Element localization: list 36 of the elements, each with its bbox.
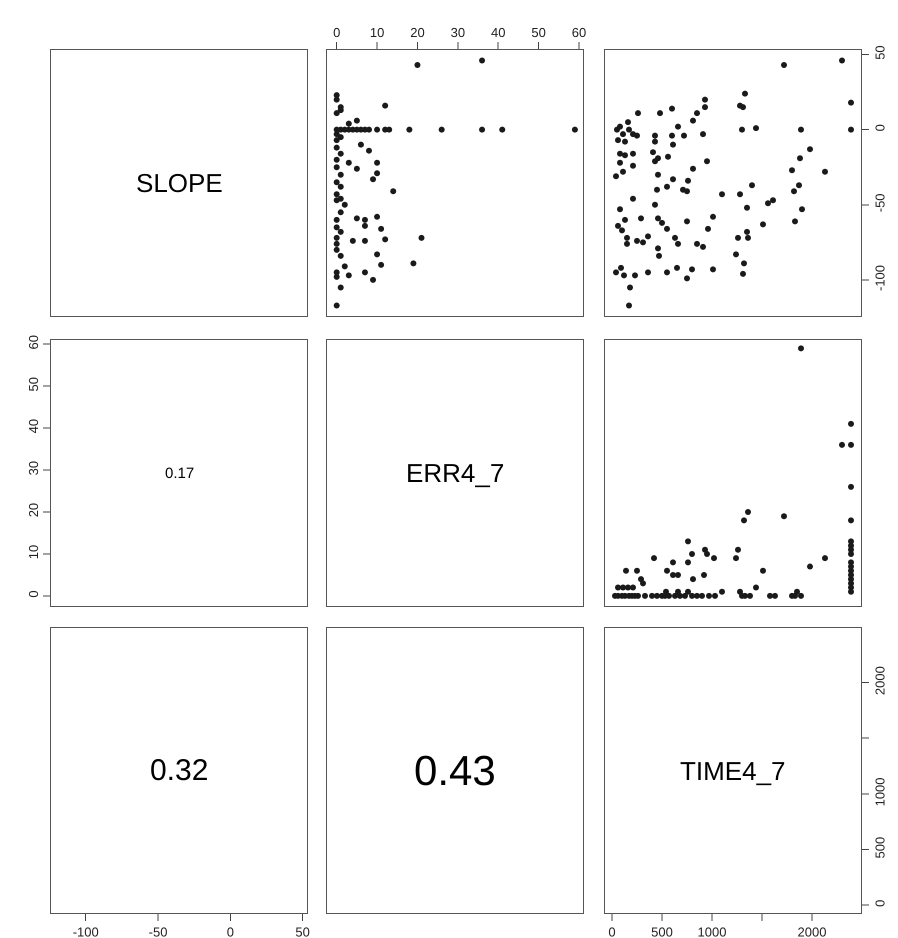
y2-tick-label: 2000 — [872, 666, 888, 696]
y-tick-label: 10 — [26, 544, 41, 560]
y2-tick-label: 50 — [872, 45, 888, 60]
y-tick-label: 0 — [26, 590, 41, 598]
y2-tick-label: 0 — [872, 124, 888, 132]
x-tick-label: 40 — [490, 24, 506, 40]
x-tick-label: 0 — [608, 924, 616, 938]
text: ERR4_7 — [406, 458, 504, 488]
x-tick-label: 50 — [531, 24, 546, 40]
y-tick-label: 20 — [26, 502, 41, 518]
x-tick-label: 2000 — [798, 924, 826, 938]
annotation: 0.32 — [150, 754, 208, 787]
y-tick-label: 30 — [26, 460, 41, 476]
text: 0.43 — [414, 747, 496, 794]
annotation: TIME4_7 — [680, 756, 786, 786]
y-tick-label: 50 — [26, 376, 41, 392]
y2-tick-label: -100 — [872, 264, 888, 291]
x-tick-label: 60 — [572, 24, 586, 40]
y2-tick-label: -50 — [872, 193, 888, 212]
x-tick-label: 1000 — [698, 924, 726, 938]
x-tick-label: 20 — [410, 24, 425, 40]
annotation: 0.17 — [165, 465, 194, 482]
y2-tick-label: 1000 — [872, 777, 888, 806]
y-tick-label: 60 — [26, 335, 41, 350]
y2-tick-label: 500 — [872, 836, 888, 858]
x-tick-label: 500 — [651, 924, 673, 938]
x-tick-label: 50 — [295, 924, 310, 938]
y-tick-label: 40 — [26, 418, 41, 434]
text: SLOPE — [136, 168, 223, 198]
x-tick-label: -50 — [148, 924, 168, 938]
y2-tick-label: 0 — [872, 900, 888, 907]
x-tick-label: 0 — [226, 924, 234, 938]
x-tick-label: 0 — [333, 24, 340, 40]
x-tick-label: -100 — [72, 924, 99, 938]
x-tick-label: 10 — [370, 24, 384, 40]
x-tick-label: 30 — [450, 24, 466, 40]
